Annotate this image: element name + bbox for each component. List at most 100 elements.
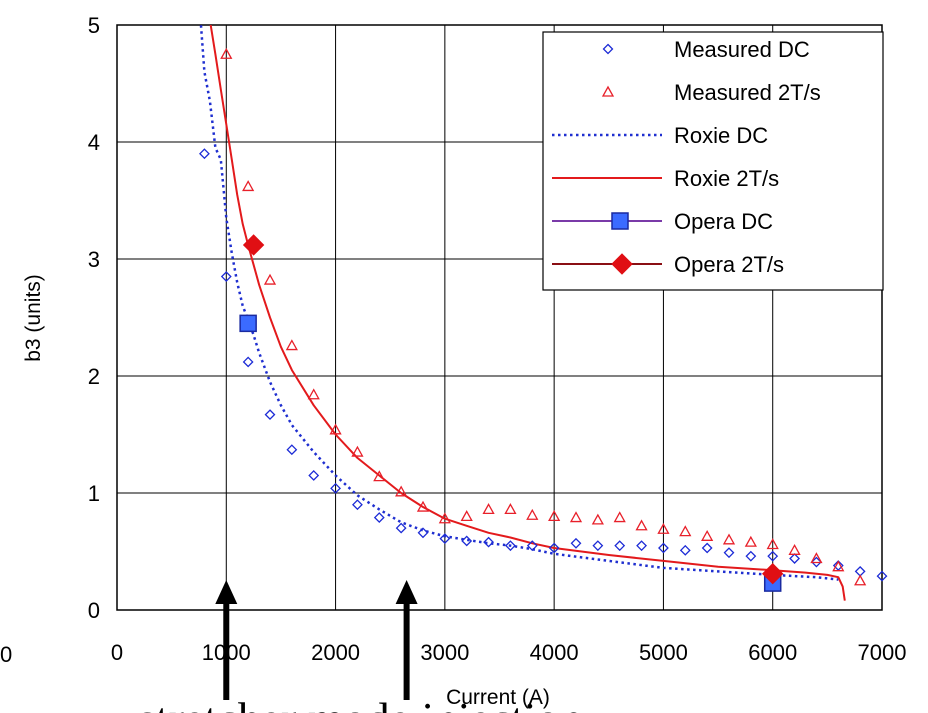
x-tick-label: 2000: [311, 640, 360, 665]
data-point: [832, 560, 844, 571]
series-opera-2t-s: [242, 234, 784, 585]
legend-box: [542, 31, 884, 291]
legend-swatch-marker: [611, 212, 629, 230]
data-point: [591, 513, 604, 525]
data-point: [242, 356, 254, 368]
data-point: [285, 339, 298, 351]
legend-label: Roxie 2T/s: [674, 166, 779, 191]
y-tick-label: 1: [88, 481, 100, 506]
y-tick-label: 3: [88, 247, 100, 272]
data-point: [592, 540, 604, 552]
data-point: [417, 527, 429, 539]
series-measured-2t-s: [220, 47, 867, 586]
data-point: [482, 503, 495, 515]
data-point: [744, 535, 757, 547]
legend-label: Measured DC: [674, 37, 810, 62]
legend-label: Roxie DC: [674, 123, 768, 148]
series-measured-dc: [199, 148, 888, 582]
data-point: [242, 180, 255, 192]
y-axis: 0 1 2 3 4 5: [88, 13, 100, 623]
data-point: [239, 314, 257, 333]
data-point: [460, 510, 473, 522]
data-point: [307, 388, 320, 400]
data-point: [701, 529, 714, 541]
series-line: [209, 25, 846, 601]
data-point: [548, 510, 561, 522]
data-point: [220, 271, 232, 282]
data-point: [264, 409, 276, 421]
data-point: [438, 512, 451, 524]
data-point: [876, 570, 888, 582]
x-tick-label: 7000: [858, 640, 907, 665]
x-tick-label: 0: [111, 640, 123, 665]
y-tick-label: 0: [88, 598, 100, 623]
stray-tick-label: 0: [0, 642, 12, 667]
data-point: [657, 522, 670, 534]
data-point: [505, 540, 516, 552]
x-axis-label: Current (A): [446, 686, 550, 709]
data-point: [373, 512, 385, 523]
data-point: [242, 234, 265, 256]
data-point: [789, 553, 800, 564]
data-point: [526, 508, 539, 520]
data-point: [548, 542, 560, 554]
data-point: [810, 552, 823, 564]
data-point: [766, 538, 779, 550]
annotation-arrow-head: [395, 580, 418, 604]
data-point: [658, 542, 669, 554]
data-point: [329, 423, 342, 435]
data-point: [286, 444, 298, 456]
data-point: [722, 533, 736, 545]
data-point: [832, 560, 845, 572]
data-point: [199, 148, 210, 160]
y-tick-label: 5: [88, 13, 100, 38]
data-point: [263, 273, 277, 285]
data-point: [504, 503, 517, 515]
legend-swatch-marker: [611, 253, 633, 275]
data-point: [570, 537, 582, 549]
data-point: [745, 550, 757, 562]
x-tick-label: 6000: [748, 640, 797, 665]
legend-label: Opera 2T/s: [674, 252, 784, 277]
data-point: [461, 535, 473, 547]
y-tick-label: 4: [88, 130, 100, 155]
data-point: [679, 525, 692, 537]
data-point: [679, 544, 691, 556]
data-point: [395, 522, 407, 534]
series-roxie-dc: [199, 25, 839, 581]
data-point: [526, 540, 538, 552]
series-layer: [199, 25, 888, 601]
data-point: [351, 445, 364, 457]
data-point: [636, 540, 647, 552]
data-point: [788, 543, 801, 555]
data-point: [811, 556, 822, 568]
annotation-caption: stretcher mode injection: [138, 693, 583, 713]
data-point: [635, 519, 648, 531]
x-axis: 01000200030004000500060007000: [111, 640, 907, 665]
legend-swatch-marker: [601, 85, 615, 97]
data-point: [723, 547, 735, 559]
y-tick-label: 2: [88, 364, 100, 389]
data-point: [762, 563, 784, 585]
x-tick-label: 3000: [420, 640, 469, 665]
data-point: [701, 542, 713, 554]
data-point: [220, 47, 233, 59]
data-point: [767, 550, 779, 562]
data-point: [416, 500, 430, 512]
data-point: [614, 540, 626, 552]
series-roxie-2t-s: [209, 25, 846, 601]
data-point: [483, 536, 494, 548]
legend-label: Opera DC: [674, 209, 773, 234]
data-point: [395, 485, 408, 497]
data-point: [308, 470, 320, 481]
legend-label: Measured 2T/s: [674, 80, 821, 105]
x-tick-label: 4000: [530, 640, 579, 665]
legend-swatch-marker: [602, 43, 614, 55]
series-line: [199, 25, 839, 581]
plot-frame: [116, 24, 883, 611]
data-point: [352, 499, 363, 511]
data-point: [854, 574, 867, 586]
data-point: [613, 511, 626, 523]
data-point: [330, 482, 341, 494]
